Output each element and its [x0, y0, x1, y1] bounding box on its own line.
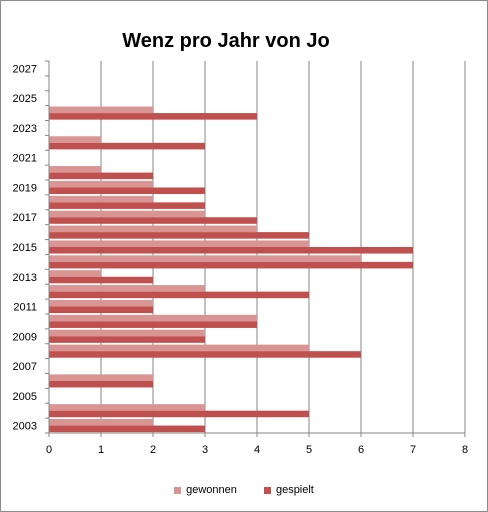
y-tick-label-2009: 2009: [13, 331, 37, 343]
x-tick-label-4: 4: [254, 444, 260, 456]
plot-area: 2003200520072009201120132015201720192021…: [13, 60, 468, 456]
x-tick-label-5: 5: [306, 444, 312, 456]
bar-gespielt-2017: [49, 217, 257, 224]
bar-gewonnen-2012: [49, 285, 205, 292]
bar-gespielt-2013: [49, 276, 153, 284]
bar-gespielt-2018: [49, 202, 205, 209]
y-tick-label-2017: 2017: [13, 212, 37, 224]
bar-gewonnen-2016: [49, 225, 257, 233]
y-tick-label-2003: 2003: [13, 421, 37, 433]
bar-gewonnen-2022: [49, 136, 101, 143]
y-tick-label-2005: 2005: [13, 391, 37, 403]
bar-gespielt-2012: [49, 291, 309, 299]
y-tick-label-2021: 2021: [13, 153, 37, 165]
bar-gespielt-2003: [49, 425, 205, 433]
bar-gewonnen-2011: [49, 299, 153, 307]
bar-gespielt-2010: [49, 321, 257, 328]
bar-gewonnen-2003: [49, 419, 153, 426]
x-tick-label-8: 8: [462, 444, 468, 456]
bar-gespielt-2008: [49, 351, 361, 358]
bar-gewonnen-2006: [49, 374, 153, 381]
chart-title: Wenz pro Jahr von Jo: [122, 30, 330, 52]
legend-item-gespielt: gespielt: [263, 484, 314, 496]
bar-gewonnen-2008: [49, 344, 309, 352]
bar-gewonnen-2024: [49, 106, 153, 114]
legend-label-gewonnen: gewonnen: [186, 484, 237, 496]
x-tick-label-7: 7: [410, 444, 416, 456]
bar-gewonnen-2013: [49, 270, 101, 277]
bar-gespielt-2011: [49, 306, 153, 314]
bar-gewonnen-2015: [49, 240, 309, 247]
bar-gespielt-2009: [49, 336, 205, 343]
y-tick-label-2007: 2007: [13, 361, 37, 373]
bar-gespielt-2015: [49, 247, 413, 254]
x-tick-label-0: 0: [46, 444, 52, 456]
bar-gespielt-2019: [49, 187, 205, 195]
legend: gewonnen gespielt: [0, 484, 488, 497]
bar-gewonnen-2018: [49, 195, 153, 203]
legend-label-gespielt: gespielt: [275, 484, 314, 496]
y-tick-label-2027: 2027: [13, 63, 37, 75]
bar-gespielt-2022: [49, 142, 205, 150]
bar-gewonnen-2009: [49, 329, 205, 337]
x-tick-label-1: 1: [98, 444, 104, 456]
y-tick-label-2013: 2013: [13, 272, 37, 284]
y-tick-label-2011: 2011: [13, 302, 37, 314]
y-tick-label-2019: 2019: [13, 182, 37, 194]
bar-gewonnen-2010: [49, 314, 257, 322]
legend-swatch-gespielt: [263, 486, 271, 494]
legend-item-gewonnen: gewonnen: [174, 484, 237, 496]
bar-gespielt-2014: [49, 261, 413, 269]
bar-gespielt-2024: [49, 113, 257, 120]
y-tick-label-2023: 2023: [13, 123, 37, 135]
bar-gespielt-2020: [49, 172, 153, 180]
x-tick-label-3: 3: [202, 444, 208, 456]
bar-gespielt-2004: [49, 410, 309, 418]
bar-gewonnen-2017: [49, 210, 205, 218]
legend-swatch-gewonnen: [174, 486, 182, 494]
bar-gewonnen-2020: [49, 166, 101, 173]
x-tick-label-2: 2: [150, 444, 156, 456]
bar-gespielt-2006: [49, 380, 153, 388]
bar-gewonnen-2014: [49, 255, 361, 262]
bar-gewonnen-2004: [49, 404, 205, 411]
bar-gewonnen-2019: [49, 180, 153, 188]
x-tick-label-6: 6: [358, 444, 364, 456]
y-tick-label-2025: 2025: [13, 93, 37, 105]
bar-gespielt-2016: [49, 232, 309, 239]
y-tick-label-2015: 2015: [13, 242, 37, 254]
